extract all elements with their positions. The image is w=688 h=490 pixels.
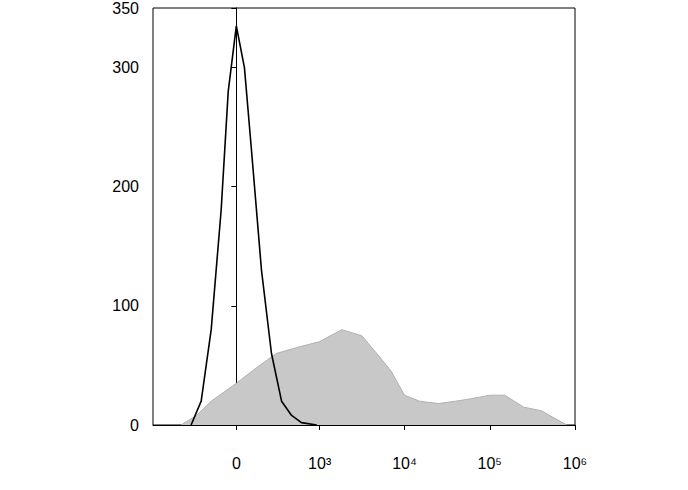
svg-text:10⁴: 10⁴	[392, 455, 417, 472]
svg-text:10³: 10³	[308, 455, 332, 472]
svg-text:200: 200	[112, 178, 139, 195]
svg-text:0: 0	[130, 417, 139, 434]
svg-text:0: 0	[232, 455, 241, 472]
svg-text:10⁶: 10⁶	[563, 455, 587, 472]
svg-text:350: 350	[112, 0, 139, 17]
svg-text:300: 300	[112, 59, 139, 76]
svg-text:10⁵: 10⁵	[478, 455, 502, 472]
svg-text:100: 100	[112, 297, 139, 314]
